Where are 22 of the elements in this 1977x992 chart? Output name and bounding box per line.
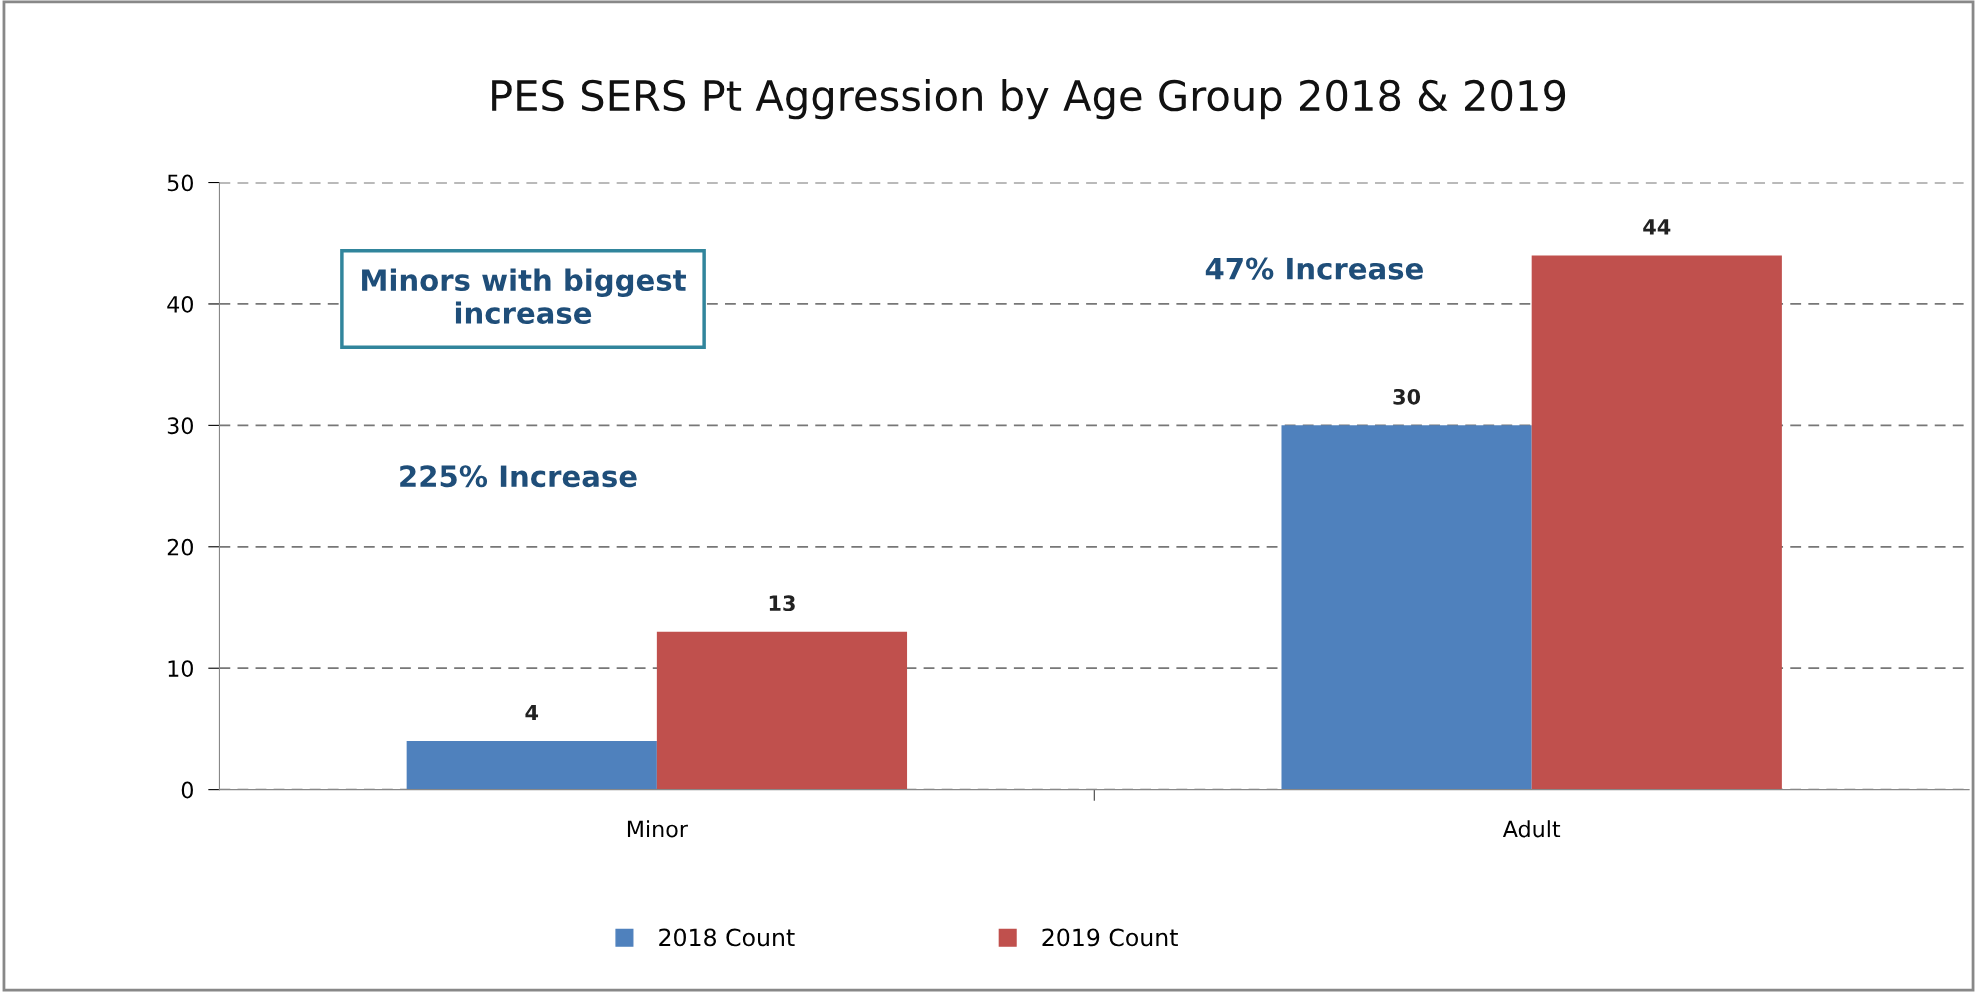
bar [1531, 255, 1782, 790]
chart-title: PES SERS Pt Aggression by Age Group 2018 & 2019 [492, 79, 1566, 120]
y-tick-label: 30 [167, 417, 193, 435]
bar [406, 741, 657, 790]
legend-label: 2018 Count [659, 928, 795, 947]
data-label: 13 [769, 595, 795, 612]
bar [656, 631, 908, 790]
bar [1281, 425, 1532, 790]
x-tick-label: Minor [627, 820, 688, 838]
legend-label: 2019 Count [1042, 928, 1178, 947]
annotation: Minors with biggest increase [362, 268, 686, 324]
annotation: 47% Increase [1205, 257, 1423, 280]
x-tick-label: Adult [1502, 820, 1561, 838]
y-tick-label: 10 [168, 660, 193, 677]
annotation: 225% Increase [400, 465, 637, 488]
data-label: 4 [525, 704, 539, 721]
y-tick-label: 20 [167, 538, 193, 556]
y-tick-label: 0 [181, 781, 193, 799]
data-label: 44 [1643, 219, 1671, 235]
data-label: 30 [1393, 388, 1421, 405]
y-tick-label: 40 [167, 295, 193, 313]
y-tick-label: 50 [167, 174, 193, 192]
